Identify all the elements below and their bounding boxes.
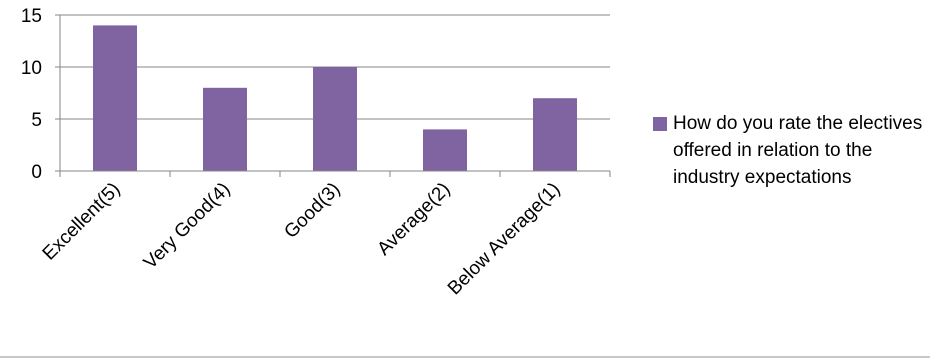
- bar: [423, 129, 467, 171]
- y-tick-label: 0: [31, 162, 42, 183]
- axes: [55, 14, 611, 177]
- legend-swatch: [653, 117, 667, 131]
- x-tick-label: Average(2): [373, 179, 454, 260]
- bar: [313, 67, 357, 171]
- bars: [93, 25, 577, 172]
- x-tick-label: Very Good(4): [140, 179, 235, 274]
- x-tick-label: Good(3): [280, 179, 344, 243]
- x-tick-label: Excellent(5): [39, 179, 125, 265]
- bar: [203, 87, 247, 171]
- x-tick-label: Below Average(1): [444, 179, 565, 300]
- legend-label: How do you rate the electives offered in…: [673, 113, 923, 188]
- y-tick-label: 15: [21, 6, 42, 27]
- y-tick-label: 5: [31, 110, 42, 131]
- divider: [0, 356, 930, 358]
- bar: [93, 25, 137, 172]
- y-tick-label: 10: [21, 58, 42, 79]
- bar: [533, 98, 577, 171]
